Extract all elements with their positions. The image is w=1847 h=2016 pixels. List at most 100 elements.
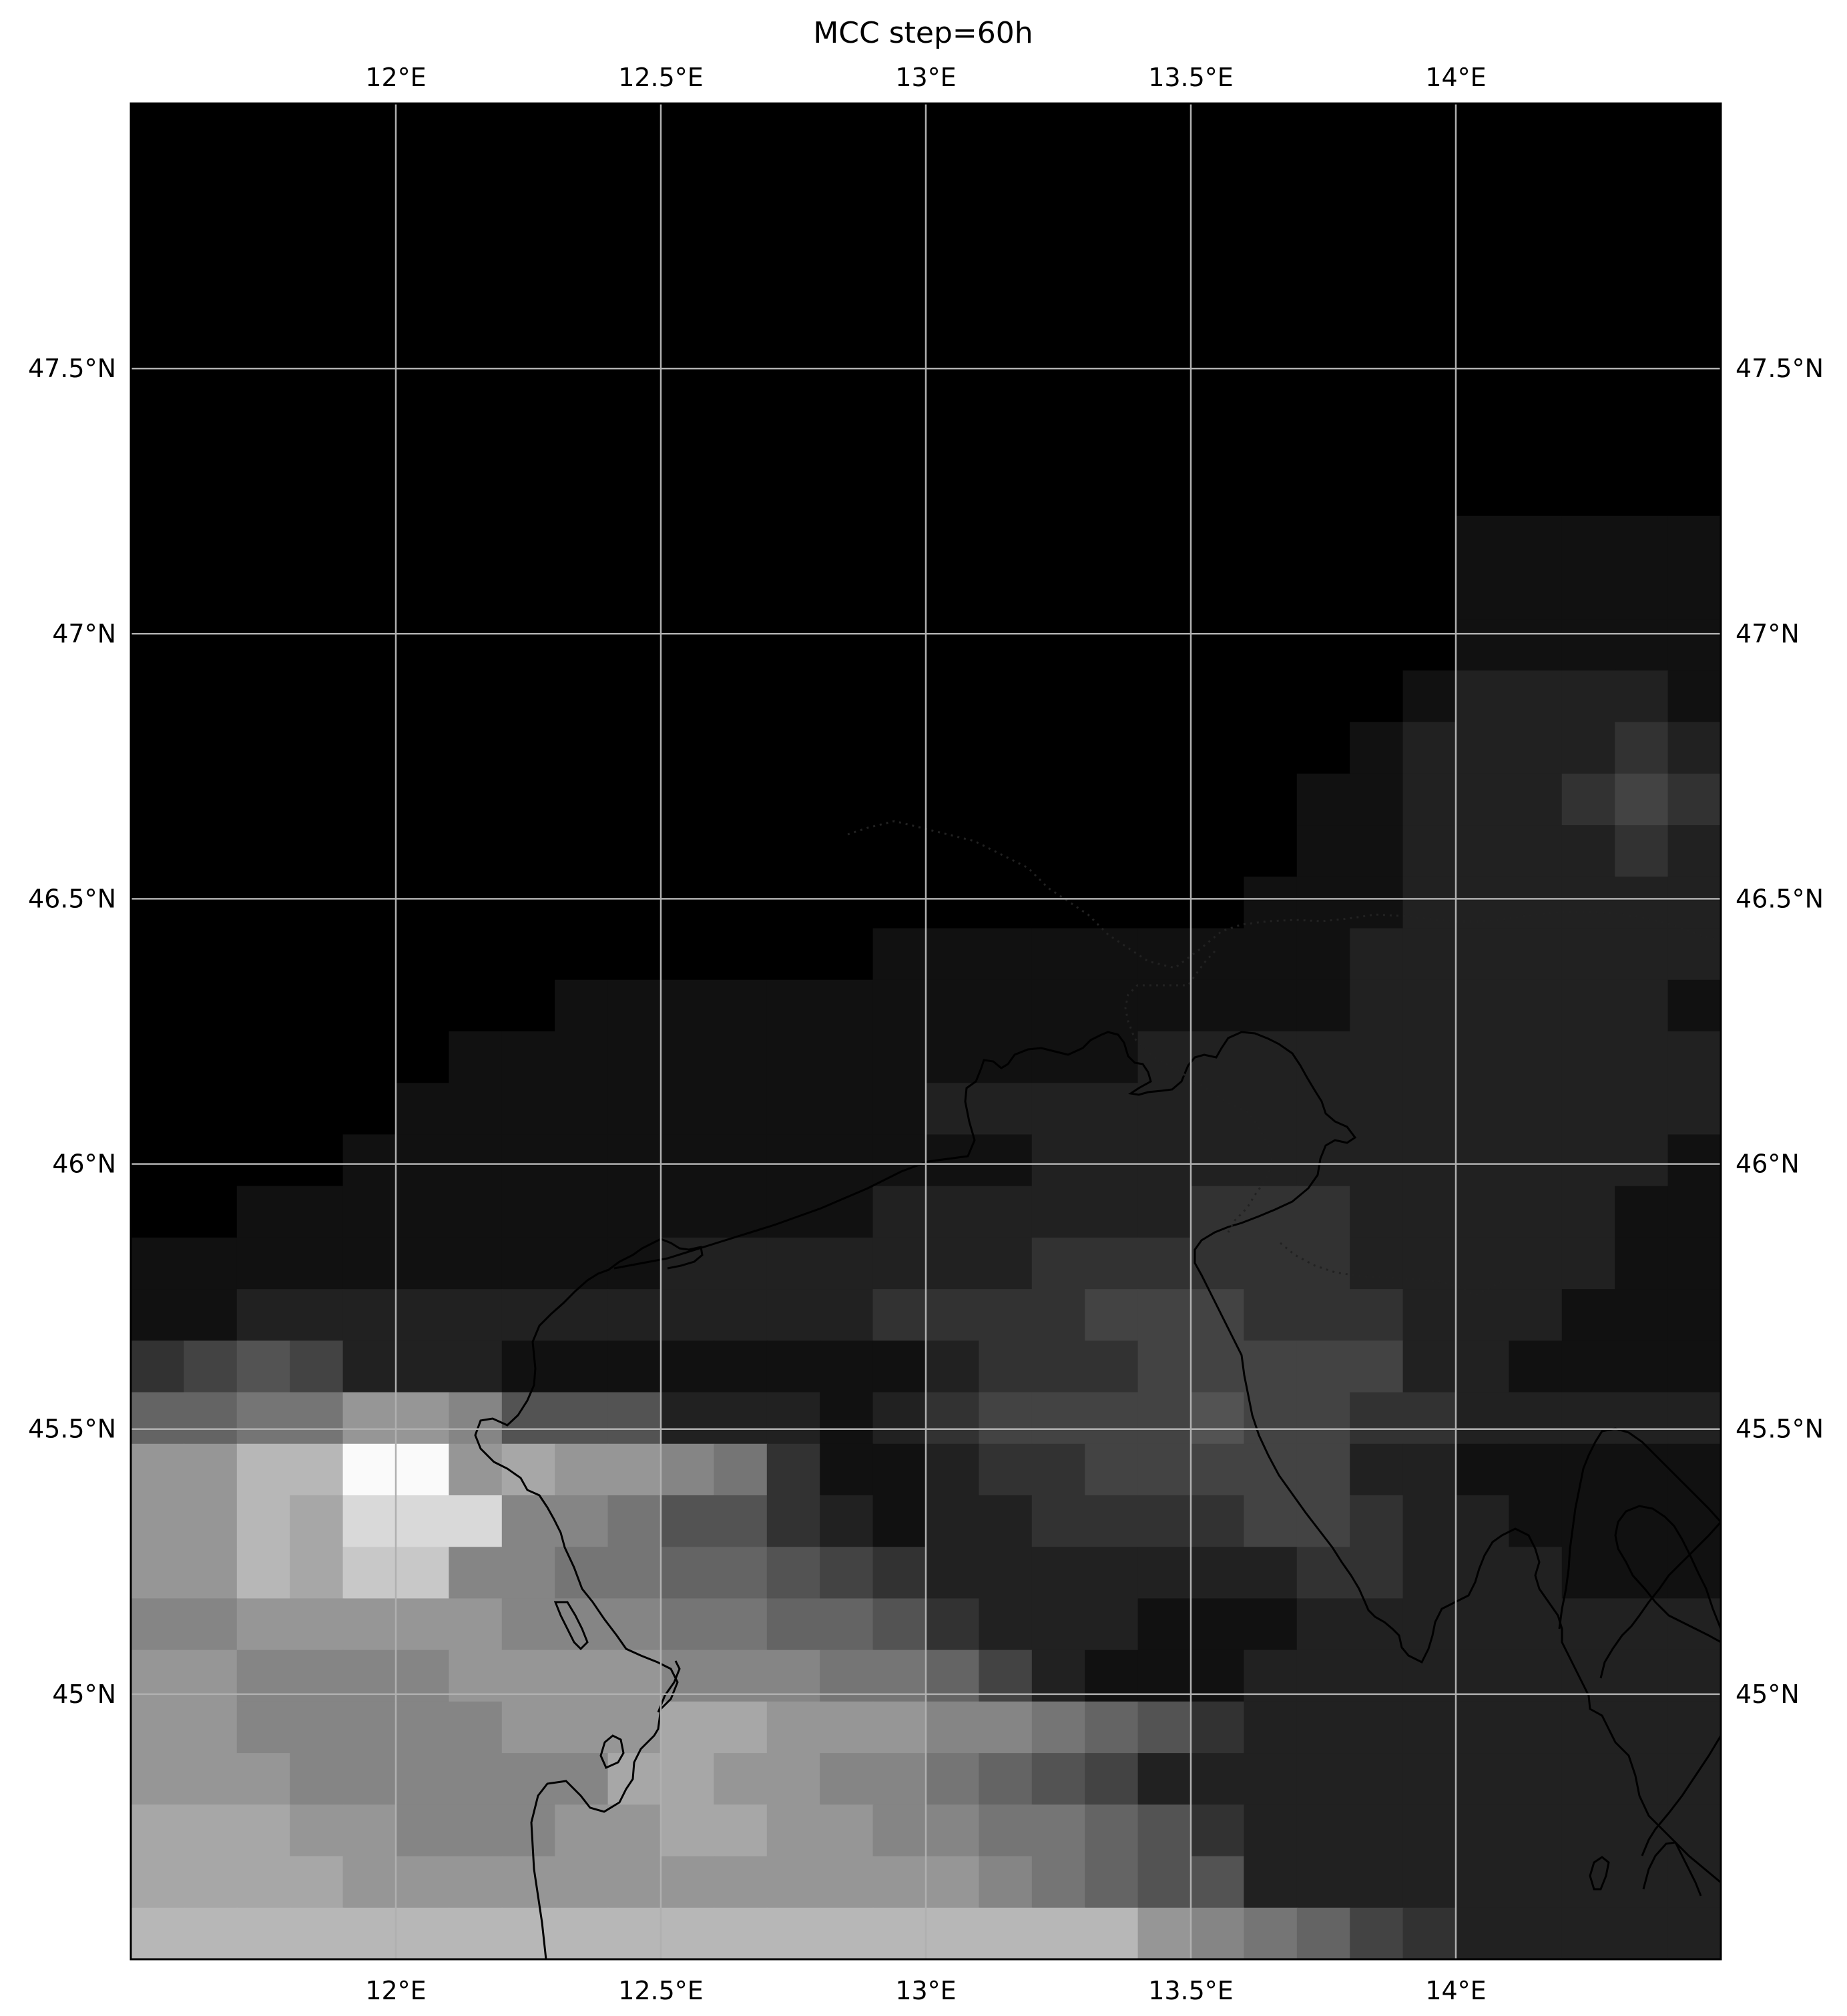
raster-cell: [1667, 1134, 1721, 1187]
raster-cell: [661, 1340, 715, 1393]
raster-cell: [607, 258, 662, 310]
raster-cell: [1561, 464, 1615, 517]
raster-cell: [555, 413, 609, 465]
raster-cell: [501, 876, 555, 929]
raster-cell: [1085, 1340, 1139, 1393]
raster-cell: [1509, 1340, 1563, 1393]
raster-cell: [1561, 1443, 1615, 1496]
raster-cell: [926, 1237, 980, 1290]
raster-cell: [872, 876, 927, 929]
raster-cell: [872, 825, 927, 878]
raster-cell: [1615, 1701, 1669, 1754]
raster-cell: [1085, 1083, 1139, 1136]
raster-cell: [1031, 1907, 1085, 1959]
raster-cell: [1085, 1495, 1139, 1548]
raster-cell: [1350, 1547, 1404, 1599]
raster-cell: [926, 1031, 980, 1084]
raster-cell: [396, 464, 450, 517]
raster-cell: [820, 1340, 874, 1393]
raster-cell: [607, 1598, 662, 1651]
raster-cell: [449, 773, 503, 826]
raster-cell: [926, 155, 980, 208]
raster-cell: [555, 670, 609, 723]
raster-cell: [926, 670, 980, 723]
raster-cell: [184, 670, 238, 723]
raster-cell: [1615, 361, 1669, 414]
raster-cell: [1402, 1392, 1457, 1445]
raster-cell: [449, 1031, 503, 1084]
raster-cell: [979, 1134, 1033, 1187]
raster-cell: [979, 1289, 1033, 1342]
raster-cell: [1137, 1856, 1192, 1909]
raster-cell: [1244, 1134, 1298, 1187]
raster-cell: [607, 1031, 662, 1084]
raster-cell: [607, 619, 662, 672]
raster-cell: [236, 361, 290, 414]
raster-cell: [1296, 1443, 1350, 1496]
raster-cell: [236, 619, 290, 672]
raster-cell: [714, 1392, 768, 1445]
raster-cell: [184, 1340, 238, 1393]
raster-cell: [872, 464, 927, 517]
raster-cell: [131, 309, 185, 362]
raster-cell: [766, 206, 820, 259]
raster-cell: [342, 979, 397, 1032]
raster-cell: [1350, 1495, 1404, 1548]
raster-cell: [661, 258, 715, 310]
raster-cell: [131, 1083, 185, 1136]
raster-cell: [1296, 1701, 1350, 1754]
raster-cell: [926, 1289, 980, 1342]
raster-cell: [1561, 928, 1615, 981]
raster-cell: [872, 413, 927, 465]
raster-cell: [555, 876, 609, 929]
raster-cell: [1085, 773, 1139, 826]
raster-cell: [1296, 1134, 1350, 1187]
raster-cell: [236, 206, 290, 259]
raster-cell: [342, 670, 397, 723]
raster-cell: [449, 515, 503, 568]
raster-cell: [872, 1443, 927, 1496]
raster-cell: [1561, 1804, 1615, 1857]
raster-cell: [766, 1443, 820, 1496]
raster-cell: [1667, 825, 1721, 878]
raster-cell: [1561, 670, 1615, 723]
raster-cell: [926, 103, 980, 156]
raster-cell: [1561, 103, 1615, 156]
raster-cell: [290, 515, 344, 568]
raster-cell: [1350, 619, 1404, 672]
raster-cell: [1667, 1907, 1721, 1959]
raster-cell: [1667, 103, 1721, 156]
lon-tick-label-bottom: 13°E: [895, 1976, 956, 2005]
raster-cell: [872, 1031, 927, 1084]
raster-cell: [1191, 1083, 1245, 1136]
raster-cell: [820, 567, 874, 620]
raster-cell: [1402, 1083, 1457, 1136]
raster-cell: [820, 258, 874, 310]
raster-cell: [607, 567, 662, 620]
raster-cell: [1456, 1289, 1510, 1342]
raster-cell: [607, 1495, 662, 1548]
raster-cell: [1615, 1237, 1669, 1290]
raster-cell: [555, 773, 609, 826]
raster-cell: [1402, 1701, 1457, 1754]
raster-cell: [607, 928, 662, 981]
raster-cell: [1561, 722, 1615, 774]
raster-cell: [1137, 309, 1192, 362]
raster-cell: [1191, 1495, 1245, 1548]
raster-cell: [1191, 876, 1245, 929]
raster-cell: [555, 1907, 609, 1959]
lon-tick-label-top: 13°E: [895, 63, 956, 92]
raster-cell: [131, 1856, 185, 1909]
raster-cell: [714, 1701, 768, 1754]
raster-cell: [1031, 1701, 1085, 1754]
raster-cell: [555, 155, 609, 208]
raster-cell: [979, 1186, 1033, 1238]
raster-cell: [342, 413, 397, 465]
raster-cell: [290, 258, 344, 310]
raster-cell: [396, 1907, 450, 1959]
raster-cell: [184, 1701, 238, 1754]
raster-cell: [872, 1237, 927, 1290]
raster-cell: [290, 1598, 344, 1651]
raster-cell: [449, 1289, 503, 1342]
